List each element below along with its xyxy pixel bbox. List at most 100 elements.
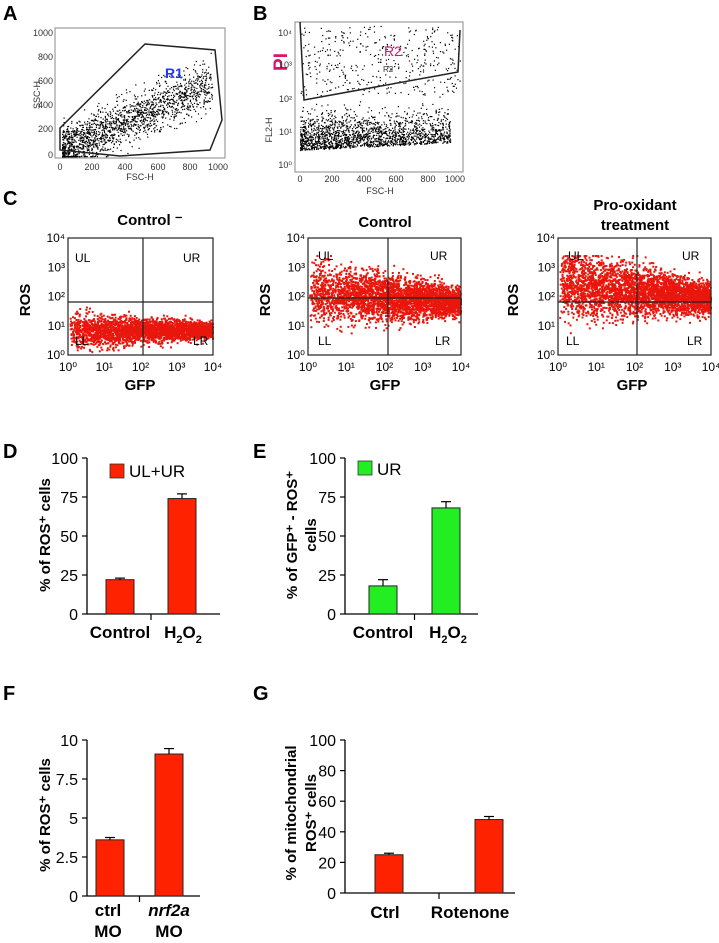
scatter-dot (76, 146, 78, 148)
scatter-dot (350, 142, 352, 145)
scatter-dot (441, 108, 443, 110)
scatter-dot (161, 111, 164, 113)
scatter-dot (162, 97, 164, 99)
scatter-dot (155, 125, 158, 127)
scatter-dot (67, 133, 69, 135)
scatter-dot (134, 96, 136, 98)
scatter-dot (158, 131, 160, 133)
scatter-dot (439, 139, 441, 141)
scatter-dot (88, 149, 90, 151)
scatter-dot (418, 126, 421, 128)
scatter-dot (345, 107, 347, 109)
scatter-dot (196, 87, 198, 90)
scatter-dot (434, 69, 436, 71)
scatter-dot (440, 132, 442, 134)
scatter-dot (145, 107, 147, 109)
scatter-dot (437, 141, 439, 143)
scatter-dot (312, 130, 315, 132)
scatter-dot (144, 126, 146, 128)
panel-label-b: B (253, 3, 267, 25)
scatter-dot (138, 126, 140, 128)
scatter-dot (424, 93, 426, 95)
scatter-dot (129, 91, 131, 93)
scatter-dot (89, 125, 91, 127)
scatter-dot (367, 132, 369, 134)
scatter-dot (400, 137, 402, 139)
scatter-dot (369, 123, 371, 125)
scatter-dot (375, 145, 377, 147)
scatter-dot (395, 120, 397, 122)
scatter-dot (200, 84, 202, 86)
scatter-dot (300, 140, 302, 142)
scatter-dot (129, 142, 131, 144)
scatter-dot (80, 137, 83, 139)
flow-dot (101, 318, 104, 321)
scatter-dot (109, 116, 111, 118)
scatter-dot (413, 137, 415, 139)
scatter-dot (68, 136, 70, 138)
scatter-dot (388, 114, 390, 116)
scatter-dot (302, 146, 304, 148)
scatter-dot (423, 136, 425, 138)
scatter-dot (211, 98, 213, 100)
scatter-dot (316, 141, 318, 143)
scatter-dot (374, 127, 376, 129)
scatter-dot (317, 137, 319, 139)
scatter-dot (301, 136, 303, 138)
scatter-dot (337, 144, 339, 146)
scatter-dot (117, 139, 119, 141)
scatter-dot (78, 147, 80, 149)
scatter-dot (150, 114, 152, 116)
scatter-dot (176, 81, 178, 83)
scatter-dot (384, 123, 386, 125)
scatter-dot (356, 115, 358, 117)
scatter-dot (311, 145, 313, 147)
scatter-dot (202, 69, 204, 71)
scatter-dot (412, 132, 414, 135)
scatter-dot (308, 64, 310, 67)
scatter-dot (359, 51, 361, 53)
scatter-dot (89, 143, 91, 145)
scatter-dot (342, 49, 344, 51)
scatter-dot (150, 104, 152, 106)
scatter-dot (319, 135, 321, 137)
scatter-dot (303, 129, 305, 131)
scatter-dot (78, 153, 80, 155)
scatter-dot (315, 133, 317, 135)
scatter-dot (143, 121, 146, 123)
scatter-dot (113, 118, 115, 120)
scatter-dot (429, 115, 431, 118)
scatter-dot (392, 137, 394, 139)
scatter-dot (77, 145, 79, 147)
scatter-dot (340, 126, 342, 128)
scatter-dot (67, 139, 69, 141)
scatter-dot (146, 124, 148, 127)
scatter-dot (146, 120, 148, 122)
scatter-dot (410, 129, 412, 131)
scatter-dot (348, 143, 350, 145)
scatter-dot (438, 129, 440, 131)
scatter-dot (379, 126, 381, 128)
scatter-dot (394, 132, 396, 135)
scatter-dot (394, 140, 397, 142)
scatter-dot (446, 113, 448, 115)
scatter-dot (353, 141, 355, 143)
scatter-dot (358, 142, 360, 144)
scatter-dot (193, 80, 195, 82)
scatter-dot (337, 131, 339, 134)
flow-dot (190, 335, 193, 338)
scatter-dot (74, 156, 76, 158)
scatter-dot (378, 112, 380, 114)
scatter-dot (318, 129, 320, 131)
scatter-dot (348, 138, 350, 140)
scatter-dot (448, 126, 451, 128)
scatter-dot (112, 134, 114, 137)
scatter-dot (360, 134, 362, 136)
scatter-dot (204, 93, 206, 95)
scatter-dot (399, 122, 401, 124)
scatter-dot (84, 132, 86, 134)
scatter-dot (321, 128, 323, 130)
scatter-dot (158, 109, 160, 111)
scatter-dot (166, 92, 168, 94)
scatter-dot (79, 143, 81, 145)
